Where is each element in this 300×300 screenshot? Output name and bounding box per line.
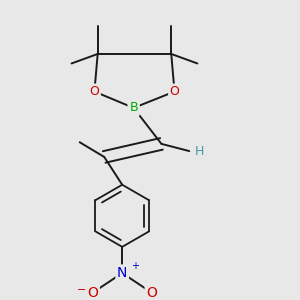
Text: O: O	[169, 85, 179, 98]
Text: −: −	[76, 285, 86, 295]
Text: N: N	[117, 266, 128, 280]
Text: H: H	[195, 145, 205, 158]
Text: O: O	[89, 85, 99, 98]
Text: O: O	[87, 286, 98, 300]
Text: O: O	[146, 286, 157, 300]
Text: +: +	[131, 261, 140, 271]
Text: B: B	[129, 101, 138, 114]
